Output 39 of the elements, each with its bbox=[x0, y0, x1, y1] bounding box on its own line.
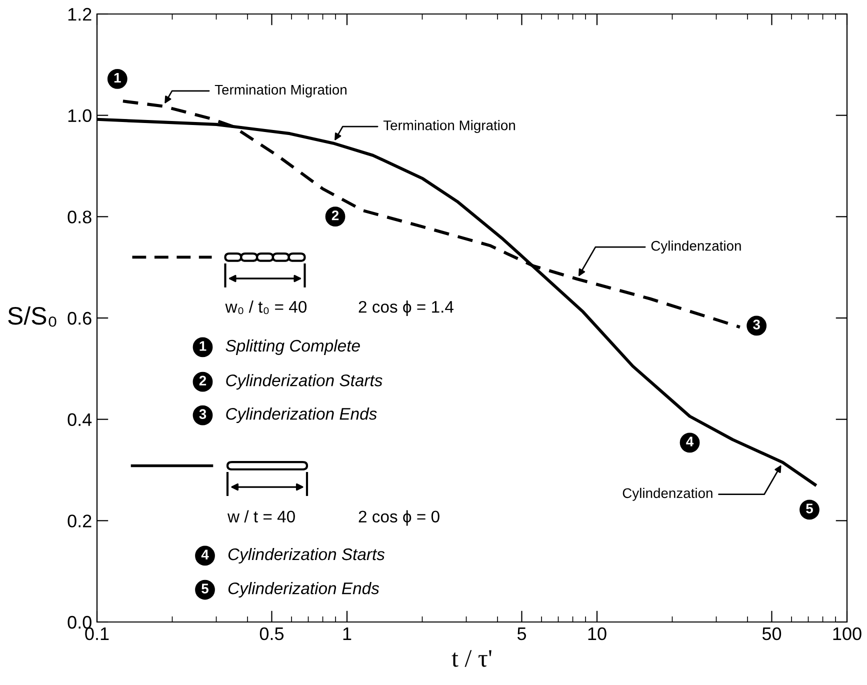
annotation: 4 bbox=[686, 436, 694, 446]
x-axis-title: t / τ' bbox=[452, 650, 492, 667]
y-tick-label: 0.6 bbox=[68, 312, 92, 325]
annotation: 5 bbox=[202, 584, 208, 594]
x-tick-label: 10 bbox=[588, 627, 606, 640]
annotation: 2 cos ϕ = 1.4 bbox=[358, 300, 454, 316]
annotation: Termination Migration bbox=[383, 120, 515, 134]
annotation: Cylinderization Ends bbox=[228, 582, 380, 598]
y-axis-title: S/S₀ bbox=[8, 306, 56, 327]
x-tick-label: 100 bbox=[833, 627, 862, 640]
annotation: Cylindenzation bbox=[622, 488, 712, 501]
y-tick-label: 0.4 bbox=[68, 413, 92, 426]
y-tick-label: 0.8 bbox=[68, 210, 92, 224]
annotation: 2 bbox=[199, 376, 206, 386]
y-tick-label: 0.0 bbox=[68, 616, 92, 629]
annotation: 2 cos ϕ = 0 bbox=[358, 510, 440, 526]
annotation: w / t = 40 bbox=[227, 510, 295, 523]
x-tick-label: 5 bbox=[517, 628, 526, 640]
annotation: 3 bbox=[753, 320, 760, 330]
annotation: 2 bbox=[332, 210, 339, 220]
x-tick-label: 50 bbox=[762, 627, 782, 640]
annotation: 4 bbox=[201, 550, 209, 560]
annotation: Cylindenzation bbox=[651, 240, 741, 254]
annotation: Splitting Complete bbox=[226, 339, 360, 355]
annotation: w₀ / t₀ = 40 bbox=[225, 300, 307, 314]
annotation: Termination Migration bbox=[214, 84, 346, 98]
y-tick-label: 0.2 bbox=[68, 514, 92, 528]
x-tick-label: 1 bbox=[343, 628, 352, 640]
annotation: 3 bbox=[199, 409, 206, 420]
y-tick-label: 1.2 bbox=[68, 8, 92, 21]
annotation: Cylinderization Ends bbox=[226, 408, 377, 424]
annotation: 5 bbox=[806, 504, 813, 514]
x-tick-label: 0.5 bbox=[260, 627, 284, 640]
annotation: Cylinderization Starts bbox=[226, 374, 382, 390]
y-tick-label: 1.0 bbox=[68, 109, 92, 122]
annotation: Cylinderization Starts bbox=[228, 548, 385, 564]
annotation: 1 bbox=[200, 341, 206, 351]
x-tick-label: 0.1 bbox=[85, 627, 109, 640]
annotation: 1 bbox=[114, 72, 121, 83]
